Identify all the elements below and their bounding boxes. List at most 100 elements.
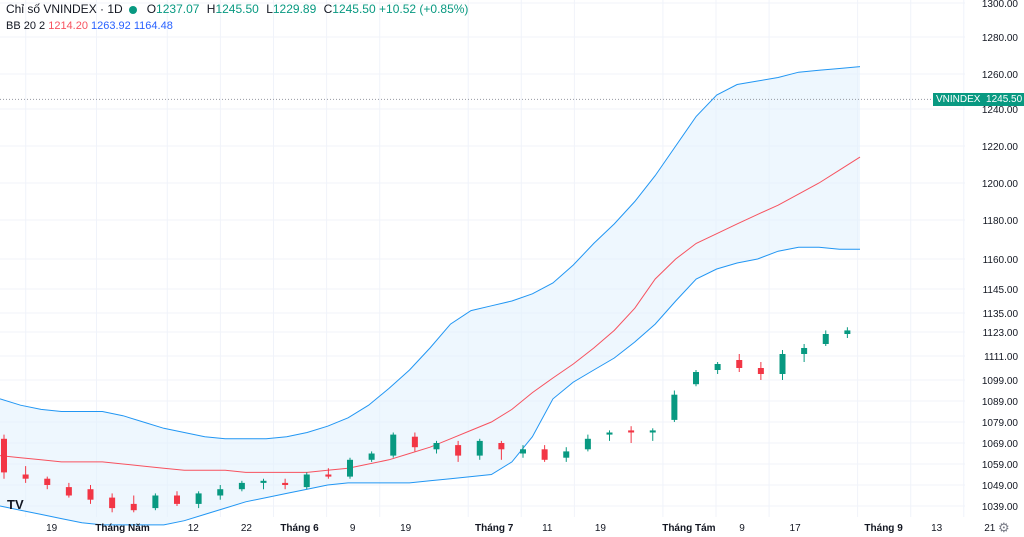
- y-tick-label: 1145.00: [983, 285, 1019, 296]
- bollinger-lower-line: [0, 246, 860, 526]
- candle-body: [844, 330, 851, 334]
- candle-body: [303, 474, 310, 488]
- candle-body: [476, 440, 483, 456]
- price-tag-symbol: VNINDEX: [936, 94, 981, 106]
- x-tick-label: Tháng 7: [475, 523, 514, 534]
- candle-body: [822, 334, 829, 344]
- y-tick-label: 1099.00: [982, 376, 1019, 387]
- candle-body: [411, 436, 418, 448]
- gear-icon[interactable]: ⚙: [998, 520, 1010, 535]
- market-status-icon: [128, 5, 137, 14]
- candle-body: [217, 489, 224, 496]
- x-tick-label: 19: [595, 523, 607, 534]
- candle-body: [65, 487, 72, 496]
- y-tick-label: 1123.00: [983, 328, 1019, 339]
- bb-basis-value: 1214.20: [48, 20, 88, 32]
- x-tick-label: 22: [241, 523, 253, 534]
- candle-body: [498, 443, 505, 450]
- candle-body: [87, 489, 94, 500]
- y-tick-label: 1180.00: [983, 216, 1019, 227]
- bb-label: BB 20 2: [6, 20, 46, 32]
- candle-body: [390, 434, 397, 456]
- candle-body: [801, 348, 808, 354]
- candle-body: [693, 372, 699, 385]
- candle-body: [714, 364, 721, 370]
- legend-ohlc: Chỉ số VNINDEX · 1D O1237.07 H1245.50 L12…: [6, 2, 468, 16]
- y-tick-label: 1049.00: [982, 481, 1019, 492]
- candle-body: [282, 482, 289, 485]
- low-value: 1229.89: [272, 2, 317, 16]
- candle-body: [779, 354, 786, 374]
- candle-body: [520, 449, 526, 454]
- y-tick-label: 1200.00: [982, 179, 1019, 190]
- bb-upper-value: 1263.92: [91, 20, 131, 32]
- candle-body: [606, 432, 613, 435]
- y-tick-label: 1059.00: [982, 460, 1019, 471]
- price-axis[interactable]: 1300.00 1280.00 1260.00 1240.00 1220.00 1200.…: [982, 0, 1019, 513]
- y-tick-label: 1240.00: [982, 105, 1019, 116]
- bollinger-band-fill: [0, 66, 860, 525]
- open-value: 1237.07: [156, 2, 200, 16]
- change-value: +10.52 (+0.85%): [379, 2, 469, 16]
- candle-body: [433, 443, 440, 450]
- y-tick-label: 1300.00: [982, 0, 1019, 10]
- candle-body: [1, 438, 7, 473]
- x-tick-label: Tháng 9: [864, 523, 903, 534]
- bb-lower-value: 1164.48: [133, 20, 173, 32]
- candle-body: [368, 453, 375, 460]
- y-tick-label: 1135.00: [983, 309, 1019, 320]
- x-tick-label: 19: [46, 523, 58, 534]
- candle-body: [44, 478, 51, 485]
- close-label: C: [323, 2, 333, 16]
- low-label: L: [266, 2, 273, 16]
- candle-body: [455, 445, 462, 456]
- candle-body: [325, 474, 332, 477]
- x-tick-label: Tháng Năm: [95, 523, 150, 534]
- x-tick-label: 21: [984, 523, 996, 534]
- candle-body: [174, 495, 180, 504]
- y-tick-label: 1111.00: [984, 352, 1018, 363]
- x-tick-label: 19: [400, 523, 412, 534]
- candle-body: [736, 360, 743, 368]
- x-tick-label: 9: [739, 523, 745, 534]
- candle-body: [109, 497, 116, 509]
- y-tick-label: 1260.00: [982, 70, 1019, 81]
- candle-body: [195, 493, 202, 504]
- candle-body: [628, 430, 635, 433]
- candle-body: [671, 394, 678, 420]
- x-tick-label: 11: [542, 523, 553, 534]
- candle-body: [347, 459, 353, 477]
- price-tag-value: 1245.50: [986, 94, 1023, 106]
- y-tick-label: 1280.00: [982, 33, 1019, 44]
- y-tick-label: 1089.00: [982, 397, 1019, 408]
- y-tick-label: 1220.00: [982, 142, 1019, 153]
- y-tick-label: 1069.00: [982, 439, 1019, 450]
- candle-body: [563, 451, 570, 458]
- candle-body: [260, 480, 267, 483]
- candles-group: [1, 327, 851, 513]
- tradingview-logo-icon[interactable]: TV: [7, 497, 24, 512]
- last-price-tag: VNINDEX 1245.50: [933, 93, 1024, 107]
- candle-body: [757, 368, 764, 374]
- y-tick-label: 1160.00: [983, 255, 1019, 266]
- candle-body: [130, 503, 137, 511]
- high-label: H: [206, 2, 216, 16]
- x-tick-label: Tháng Tám: [662, 523, 715, 534]
- time-axis[interactable]: 19 Tháng Năm 12 22 Tháng 6 9 19 Tháng 7 11 19 Thán…: [46, 523, 996, 534]
- high-value: 1245.50: [215, 2, 259, 16]
- x-tick-label: 12: [188, 523, 200, 534]
- close-value: 1245.50: [332, 2, 376, 16]
- bollinger-basis-line: [0, 156, 861, 473]
- legend-title: Chỉ số VNINDEX · 1D: [6, 2, 123, 16]
- candle-body: [22, 474, 29, 479]
- y-tick-label: 1039.00: [982, 502, 1019, 513]
- open-label: O: [146, 2, 157, 16]
- legend-bb[interactable]: BB 20 2 1214.20 1263.92 1164.48: [6, 20, 173, 32]
- x-tick-label: 17: [790, 523, 802, 534]
- x-tick-label: 13: [931, 523, 943, 534]
- y-tick-label: 1079.00: [982, 418, 1019, 429]
- bollinger-upper-line: [0, 66, 861, 440]
- candle-body: [152, 495, 159, 509]
- x-tick-label: Tháng 6: [280, 523, 319, 534]
